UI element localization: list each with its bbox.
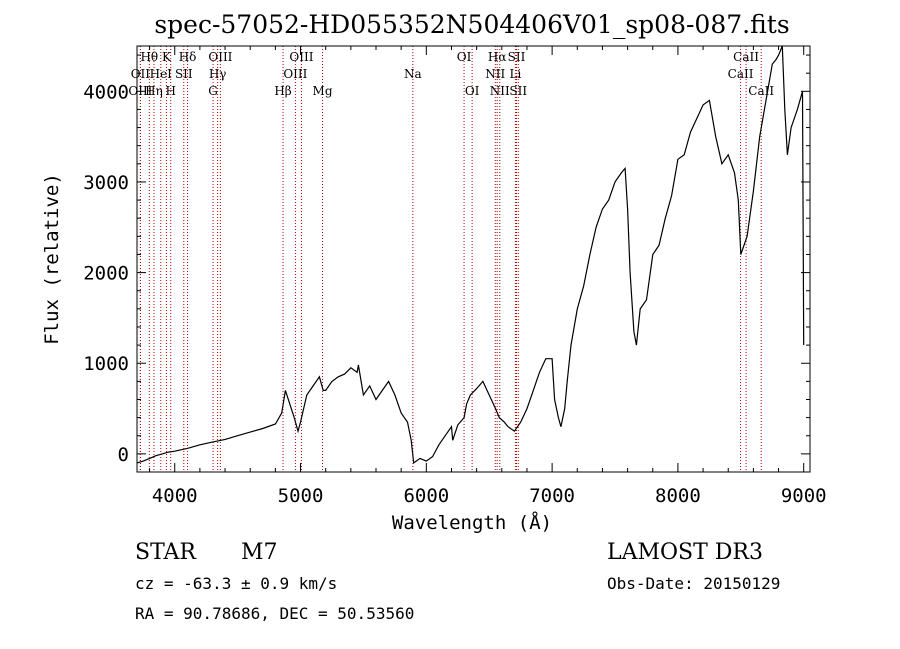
x-tick-label: 7000 xyxy=(529,485,575,507)
x-tick-label: 8000 xyxy=(655,485,701,507)
line-marker-label: Hβ xyxy=(274,84,291,98)
line-marker-label: G xyxy=(208,84,218,98)
line-marker-label: K xyxy=(162,50,172,64)
x-axis-label: Wavelength (Å) xyxy=(392,511,552,534)
y-tick-label: 0 xyxy=(118,444,129,466)
line-marker-label: H xyxy=(165,84,175,98)
line-marker-label: OIII xyxy=(283,67,307,81)
line-marker-label: NII xyxy=(485,67,505,81)
y-tick-label: 1000 xyxy=(83,353,129,375)
y-tick-label: 3000 xyxy=(83,172,129,194)
line-marker-label: Na xyxy=(404,67,422,81)
line-marker-label: NII xyxy=(490,84,510,98)
line-marker-label: SII xyxy=(509,84,527,98)
spectrum-line xyxy=(136,45,805,464)
line-marker-label: Hγ xyxy=(209,67,227,81)
line-marker-label: CaII xyxy=(748,84,774,98)
line-marker-label: OI xyxy=(465,84,480,98)
line-marker-label: Mg xyxy=(313,84,333,98)
chart-title: spec-57052-HD055352N504406V01_sp08-087.f… xyxy=(154,10,789,39)
line-marker-label: Hδ xyxy=(179,50,197,64)
line-marker-label: CaII xyxy=(728,67,754,81)
line-marker-label: CaII xyxy=(733,50,759,64)
x-tick-label: 9000 xyxy=(781,485,827,507)
line-marker-label: SII xyxy=(508,50,526,64)
line-marker-label: Li xyxy=(509,67,521,81)
redshift-text: cz = -63.3 ± 0.9 km/s xyxy=(135,574,337,593)
line-marker-label: OII xyxy=(131,67,151,81)
x-tick-label: 4000 xyxy=(152,485,198,507)
object-class: STAR xyxy=(135,540,197,565)
x-tick-label: 6000 xyxy=(403,485,449,507)
line-marker-label: OI xyxy=(457,50,472,64)
object-subclass: M7 xyxy=(241,540,278,565)
y-tick-label: 4000 xyxy=(83,81,129,103)
x-axis-ticks: 4000 5000 6000 7000 8000 9000 xyxy=(149,46,827,507)
y-axis-label: Flux (relative) xyxy=(41,173,63,345)
line-marker-label: OIII xyxy=(208,50,232,64)
survey-name: LAMOST DR3 xyxy=(607,540,763,565)
spectral-line-markers xyxy=(139,46,762,472)
y-axis-ticks: 0 1000 2000 3000 4000 xyxy=(83,54,810,473)
y-tick-label: 2000 xyxy=(83,263,129,285)
line-marker-label: SII xyxy=(175,67,193,81)
line-marker-label: Hα xyxy=(488,50,507,64)
x-tick-label: 5000 xyxy=(278,485,324,507)
line-marker-label: OIII xyxy=(289,50,313,64)
line-marker-label: Hθ xyxy=(140,50,158,64)
coordinates-text: RA = 90.78686, DEC = 50.53560 xyxy=(135,604,414,623)
line-marker-label: HeI xyxy=(150,67,173,81)
line-marker-label: Hη xyxy=(145,84,163,98)
plot-frame xyxy=(136,45,811,473)
obs-date-text: Obs-Date: 20150129 xyxy=(607,574,780,593)
